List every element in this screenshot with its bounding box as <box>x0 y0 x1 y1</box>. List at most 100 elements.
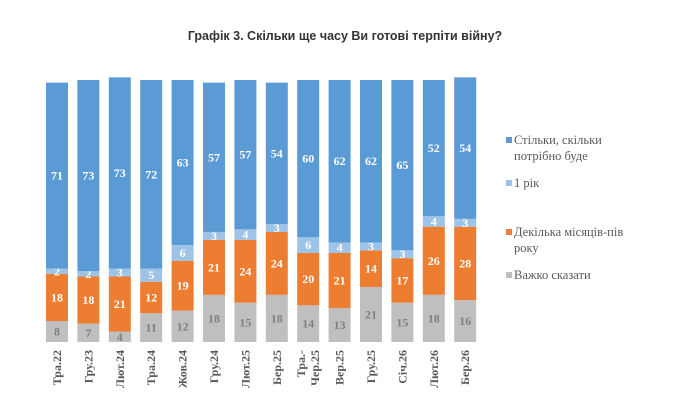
data-label: 15 <box>239 315 251 329</box>
bar-segment <box>171 245 194 261</box>
bar-segment <box>203 294 225 342</box>
data-label: 4 <box>431 214 437 228</box>
data-label: 71 <box>51 169 63 183</box>
data-label: 18 <box>208 311 220 325</box>
data-label: 28 <box>459 256 471 270</box>
x-tick-label: Гру.25 <box>364 350 378 383</box>
legend-entry: Важко сказати <box>514 268 591 282</box>
bar-segment <box>234 80 257 230</box>
data-label: 62 <box>365 154 377 168</box>
data-label: 17 <box>396 273 408 287</box>
bar-segment <box>108 331 131 342</box>
bar-segment <box>328 307 351 342</box>
bar-segment <box>46 268 68 274</box>
data-label: 3 <box>211 229 217 243</box>
bar-segment <box>360 286 382 342</box>
legend-entry: Декілька місяців-пів року <box>514 225 623 255</box>
bar-segment <box>234 239 257 303</box>
bar-segment <box>297 80 320 238</box>
bar-segment <box>328 80 351 243</box>
bar-segment <box>77 271 100 277</box>
bar-segment <box>454 300 477 342</box>
bar-segment <box>171 310 194 342</box>
data-label: 6 <box>305 238 311 252</box>
bar-segment <box>360 80 382 243</box>
data-label: 6 <box>180 246 186 260</box>
data-label: 57 <box>208 150 220 164</box>
bar-segment <box>454 226 477 301</box>
legend-swatch <box>506 229 512 235</box>
x-tick-label: Тра.24 <box>144 350 158 385</box>
data-label: 72 <box>145 167 157 181</box>
bar-segment <box>46 82 68 269</box>
bar-segment <box>77 80 100 272</box>
x-tick-label: Жов.24 <box>176 350 190 388</box>
bar-segment <box>391 80 414 251</box>
data-label: 11 <box>146 321 157 335</box>
data-label: 14 <box>302 317 314 331</box>
bar-segment <box>297 237 320 253</box>
bar-segment <box>46 273 68 322</box>
data-label: 65 <box>396 158 408 172</box>
bar-segment <box>422 80 445 217</box>
data-label: 18 <box>428 311 440 325</box>
data-label: 19 <box>177 279 189 293</box>
bar-segment <box>297 305 320 342</box>
data-label: 24 <box>239 264 251 278</box>
bar-segment <box>203 239 225 295</box>
x-tick-labels: Тра.22 Гру.23 Лют.24 Тра.24 Жов.24 Гру.24 Лют.… <box>50 350 472 388</box>
bar-segment <box>454 77 477 219</box>
bar-segment <box>234 302 257 342</box>
legend: Стільки, скільки потрібно буде 1 рік Декіль… <box>506 133 623 282</box>
data-label: 63 <box>177 156 189 170</box>
data-label: 3 <box>368 239 374 253</box>
data-label: 4 <box>337 241 343 255</box>
bar-segment <box>422 294 445 342</box>
data-label: 26 <box>428 254 440 268</box>
data-label: 16 <box>459 314 471 328</box>
bars: 8182717182734213731112572121966318213571… <box>46 77 477 344</box>
bar-segment <box>108 268 131 277</box>
bar-segment <box>391 258 414 303</box>
data-label: 2 <box>85 267 91 281</box>
data-label: 24 <box>271 256 283 270</box>
legend-swatch <box>506 272 512 278</box>
chart-title: Графік 3. Скільки ще часу Ви готові терп… <box>188 29 502 43</box>
data-label: 13 <box>334 318 346 332</box>
bar-segment <box>140 281 163 314</box>
x-tick-label: Лют.25 <box>238 350 252 388</box>
legend-swatch <box>506 137 512 143</box>
data-label: 18 <box>82 293 94 307</box>
legend-entry: 1 рік <box>514 176 540 190</box>
bar-segment <box>265 231 288 295</box>
bar-segment <box>360 250 382 287</box>
x-tick-label: Гру.23 <box>81 350 95 383</box>
bar-segment <box>422 216 445 227</box>
data-label: 73 <box>114 166 126 180</box>
bar-segment <box>454 218 477 227</box>
bar-segment <box>265 294 288 342</box>
bar-segment <box>46 321 68 342</box>
legend-swatch <box>506 180 512 186</box>
x-tick-label: Гру.24 <box>207 350 221 383</box>
data-label: 20 <box>302 272 314 286</box>
x-tick-label: Тра.- <box>294 350 308 377</box>
bar-segment <box>328 252 351 308</box>
data-label: 12 <box>177 319 189 333</box>
bar-segment <box>328 242 351 253</box>
data-label: 21 <box>114 297 126 311</box>
data-label: 5 <box>148 268 154 282</box>
data-label: 62 <box>334 154 346 168</box>
data-label: 18 <box>271 311 283 325</box>
data-label: 21 <box>334 273 346 287</box>
data-label: 73 <box>82 169 94 183</box>
x-tick-label: Січ.26 <box>395 350 409 384</box>
data-label: 12 <box>145 290 157 304</box>
data-label: 54 <box>271 146 283 160</box>
bar-segment <box>234 229 257 240</box>
x-tick-label: Бер.25 <box>270 350 284 385</box>
data-label: 54 <box>459 141 471 155</box>
data-label: 8 <box>54 325 60 339</box>
data-label: 7 <box>85 326 91 340</box>
